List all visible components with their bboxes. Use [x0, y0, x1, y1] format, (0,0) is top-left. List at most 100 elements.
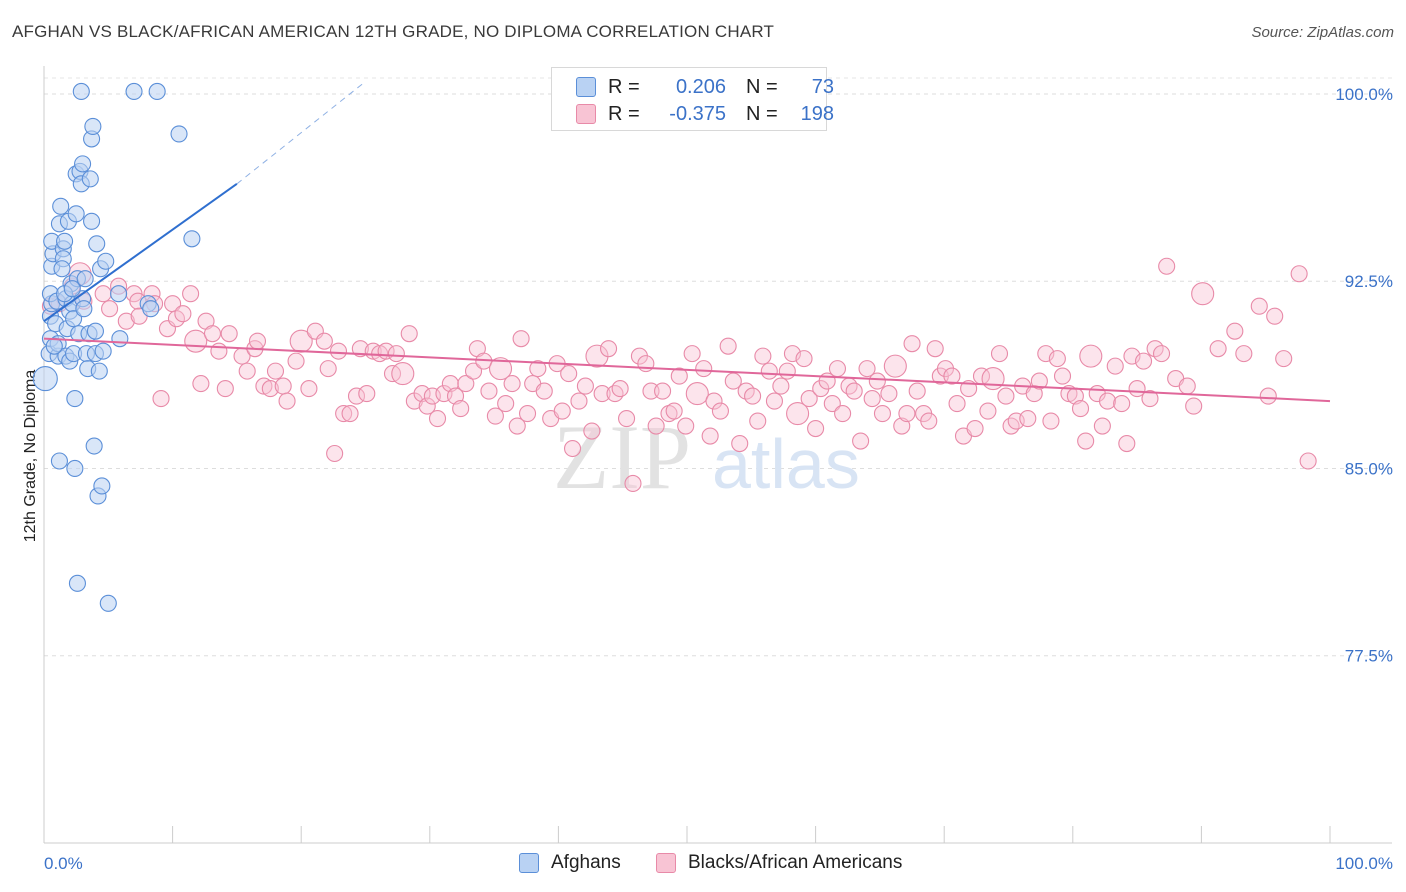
r-label: R =	[608, 75, 640, 98]
blacks-point	[503, 375, 521, 393]
blacks-point	[1250, 297, 1268, 315]
legend-afghans-label: Afghans	[551, 852, 621, 873]
blacks-point	[1053, 367, 1072, 385]
blacks-point	[1209, 340, 1227, 358]
blacks-point	[216, 380, 234, 398]
legend-item-blacks[interactable]: Blacks/African Americans	[656, 852, 902, 874]
r-value-afghans: 0.206	[675, 75, 726, 98]
blacks-point	[464, 362, 483, 380]
blacks-point	[358, 385, 376, 403]
blacks-point	[570, 392, 588, 410]
blacks-point	[101, 300, 119, 318]
blacks-point	[326, 444, 344, 463]
blacks-point	[908, 382, 926, 400]
blacks-point	[600, 340, 618, 358]
blacks-point	[238, 362, 256, 380]
blacks-point	[1178, 377, 1196, 395]
x-tick-label-min: 0.0%	[44, 854, 83, 873]
blacks-point	[1259, 387, 1277, 405]
data-points	[32, 82, 1317, 612]
blacks-point	[705, 392, 723, 410]
afghans-point	[110, 285, 128, 303]
blacks-point	[391, 362, 415, 386]
afghans-point	[93, 477, 111, 495]
blacks-point	[834, 405, 852, 423]
blacks-point	[452, 400, 470, 418]
watermark-zip: ZIP	[553, 406, 691, 508]
afghans-point	[56, 232, 74, 250]
afghans-point	[86, 322, 104, 340]
blacks-point	[863, 390, 881, 408]
blacks-point	[497, 395, 515, 413]
blacks-point	[274, 377, 292, 395]
blacks-point	[981, 367, 1005, 391]
blacks-point	[1290, 265, 1308, 283]
stats-row-blacks: R = -0.375 N = 198	[552, 100, 834, 128]
afghans-point	[84, 117, 102, 135]
blacks-point	[182, 285, 200, 303]
blacks-point	[654, 382, 672, 400]
blacks-point	[606, 385, 624, 403]
axes	[43, 66, 1392, 844]
blacks-point	[593, 385, 611, 403]
blacks-point	[754, 347, 772, 365]
blacks-point	[184, 329, 208, 353]
blacks-point	[220, 325, 238, 343]
afghans-point	[111, 330, 129, 348]
trend-lines	[43, 81, 1331, 403]
blacks-point	[1299, 452, 1317, 470]
blacks-point	[624, 474, 642, 493]
stats-box: R = 0.206 N = 73 R = -0.375 N = 198	[551, 67, 834, 131]
blacks-point	[1019, 410, 1037, 428]
blacks-point	[488, 357, 513, 381]
blacks-point	[898, 405, 916, 423]
blacks-point	[1077, 432, 1095, 450]
blacks-point	[1152, 345, 1171, 363]
blacks-point	[486, 407, 504, 425]
n-label: N =	[746, 102, 778, 125]
watermark-atlas: atlas	[712, 425, 860, 503]
blacks-point	[174, 305, 192, 323]
blacks-point	[563, 439, 582, 458]
blacks-point	[553, 402, 571, 420]
blacks-point	[744, 387, 762, 405]
blacks-point	[665, 402, 683, 420]
blacks-point	[341, 405, 359, 423]
blacks-point	[335, 405, 353, 423]
blacks-point	[261, 380, 279, 398]
blacks-point	[152, 390, 170, 408]
afghans-point	[68, 574, 86, 592]
afghans-point	[66, 459, 84, 478]
blacks-point	[300, 380, 318, 398]
blacks-point	[701, 427, 719, 445]
blacks-point	[248, 332, 267, 350]
afghans-point	[97, 252, 115, 270]
blacks-point	[1118, 434, 1136, 453]
afghans-point	[32, 366, 58, 392]
blacks-point	[903, 335, 921, 353]
blacks-point	[192, 375, 210, 393]
blacks-point	[287, 352, 305, 370]
afghans-point	[74, 155, 92, 173]
afghans-point	[67, 205, 85, 223]
afghans-point	[52, 197, 70, 215]
afghans-point	[81, 170, 99, 188]
blacks-point	[823, 395, 841, 413]
afghans-swatch	[576, 77, 596, 97]
blacks-point	[418, 397, 436, 415]
blacks-point	[560, 365, 578, 383]
blacks-point	[1106, 357, 1124, 375]
afghans-point	[90, 362, 108, 380]
legend-item-afghans[interactable]: Afghans	[519, 852, 621, 874]
blacks-point	[828, 360, 847, 378]
blacks-point	[873, 405, 892, 423]
afghans-point	[66, 390, 84, 408]
blacks-point	[1048, 350, 1066, 368]
stats-row-afghans: R = 0.206 N = 73	[552, 73, 834, 101]
blacks-point	[772, 377, 790, 395]
blacks-point	[1275, 350, 1293, 368]
n-label: N =	[746, 75, 778, 98]
blacks-point	[315, 332, 333, 350]
blacks-point	[637, 355, 655, 373]
blacks-trend-line	[43, 337, 1331, 403]
